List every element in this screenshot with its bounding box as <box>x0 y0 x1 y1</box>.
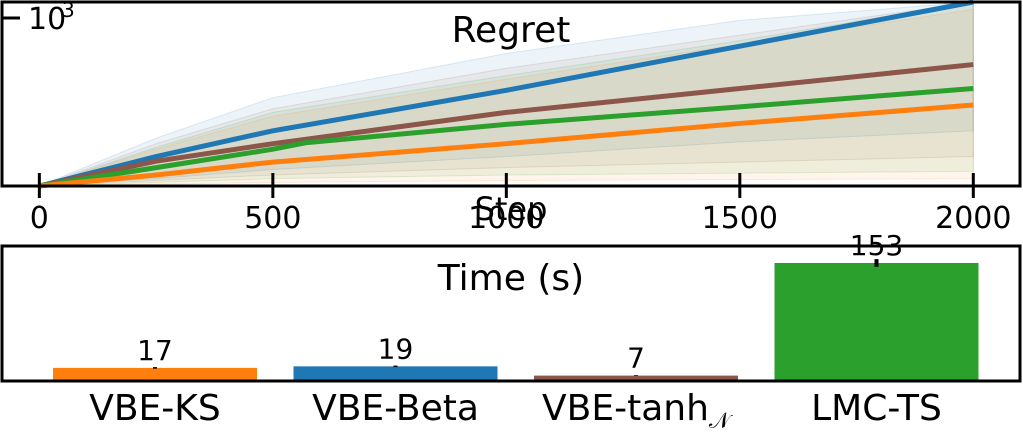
regret-x-tick-label-3: 1500 <box>702 201 778 236</box>
time-bar-0 <box>53 367 257 381</box>
regret-series-line-0 <box>38 0 974 189</box>
regret-x-ticks: 0 500 1000 1500 2000 <box>30 173 1011 236</box>
time-category-label-0: VBE-KS <box>89 388 221 429</box>
regret-series-line-1 <box>38 62 974 189</box>
time-value-label-1: 19 <box>378 332 414 365</box>
time-value-label-2: 7 <box>627 342 645 375</box>
regret-x-tick-label-0: 0 <box>30 201 49 236</box>
regret-title: Regret <box>452 10 571 51</box>
time-title: Time (s) <box>437 258 584 299</box>
regret-x-tick-label-1: 500 <box>244 201 301 236</box>
time-bar-3 <box>774 262 979 381</box>
regret-series-line-2 <box>38 85 974 189</box>
regret-y-ticks: 103 <box>2 0 75 37</box>
time-bar-1 <box>293 366 498 381</box>
time-category-label-3: LMC-TS <box>811 388 942 429</box>
time-category-label-2: VBE-tanh𝒩 <box>542 388 733 432</box>
time-axes-frame <box>0 244 1022 383</box>
time-category-label-1: VBE-Beta <box>312 388 479 429</box>
regret-series-line-3 <box>39 102 974 189</box>
regret-axes-frame <box>0 0 1022 188</box>
time-bar-2 <box>534 375 738 381</box>
regret-x-axis-label: Step <box>475 190 548 228</box>
regret-x-tick-label-4: 2000 <box>935 201 1011 236</box>
time-category-subscript-2: 𝒩 <box>709 409 733 432</box>
regret-x-tick-label-2: 1000 <box>468 201 544 236</box>
regret-y-tick-label-0: 10 <box>28 2 66 37</box>
regret-y-tick-exponent-0: 3 <box>62 0 75 22</box>
time-value-label-0: 17 <box>137 334 173 367</box>
regret-series-lines <box>38 0 974 189</box>
regret-chart: 0 500 1000 1500 2000 103 Regret Step <box>0 0 1022 236</box>
